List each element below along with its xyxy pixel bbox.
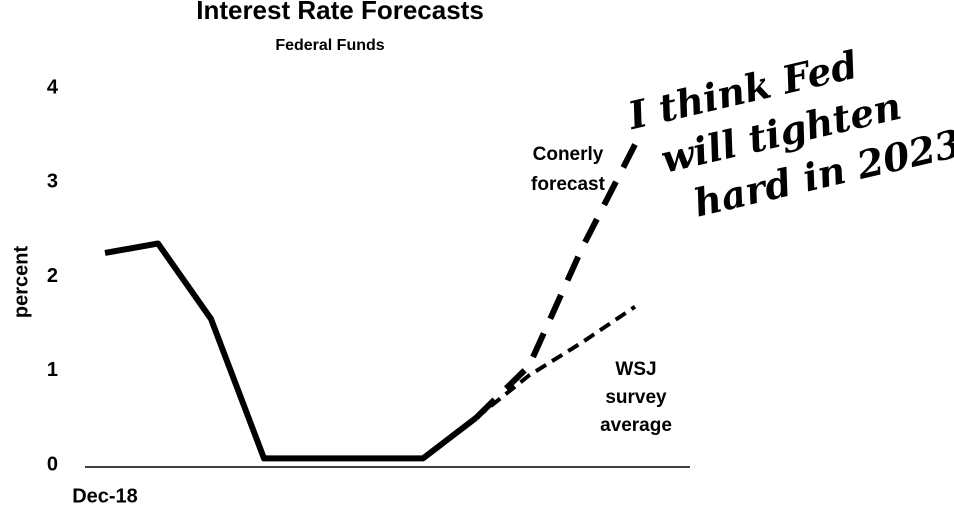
y-tick-label: 3 <box>47 171 58 193</box>
series-line <box>104 240 478 462</box>
series-line <box>474 305 637 420</box>
y-tick-label: 2 <box>47 265 58 287</box>
annotation: Conerly forecast <box>531 144 606 195</box>
annotation-line: average <box>600 415 672 436</box>
series-line <box>473 143 638 421</box>
y-axis-label: percent <box>10 246 32 319</box>
annotation-line: forecast <box>531 174 606 195</box>
chart-subtitle: Federal Funds <box>275 37 384 54</box>
y-tick-label: 4 <box>47 76 59 98</box>
y-tick-label: 0 <box>47 453 58 475</box>
y-tick-label: 1 <box>47 359 58 381</box>
x-tick-label: Dec-18 <box>72 485 138 507</box>
chart-title: Interest Rate Forecasts <box>196 0 484 25</box>
annotation: WSJ survey average <box>600 359 672 436</box>
annotation-line: WSJ <box>615 359 656 380</box>
annotation-line: Conerly <box>533 144 604 165</box>
annotation-line: survey <box>605 387 667 408</box>
